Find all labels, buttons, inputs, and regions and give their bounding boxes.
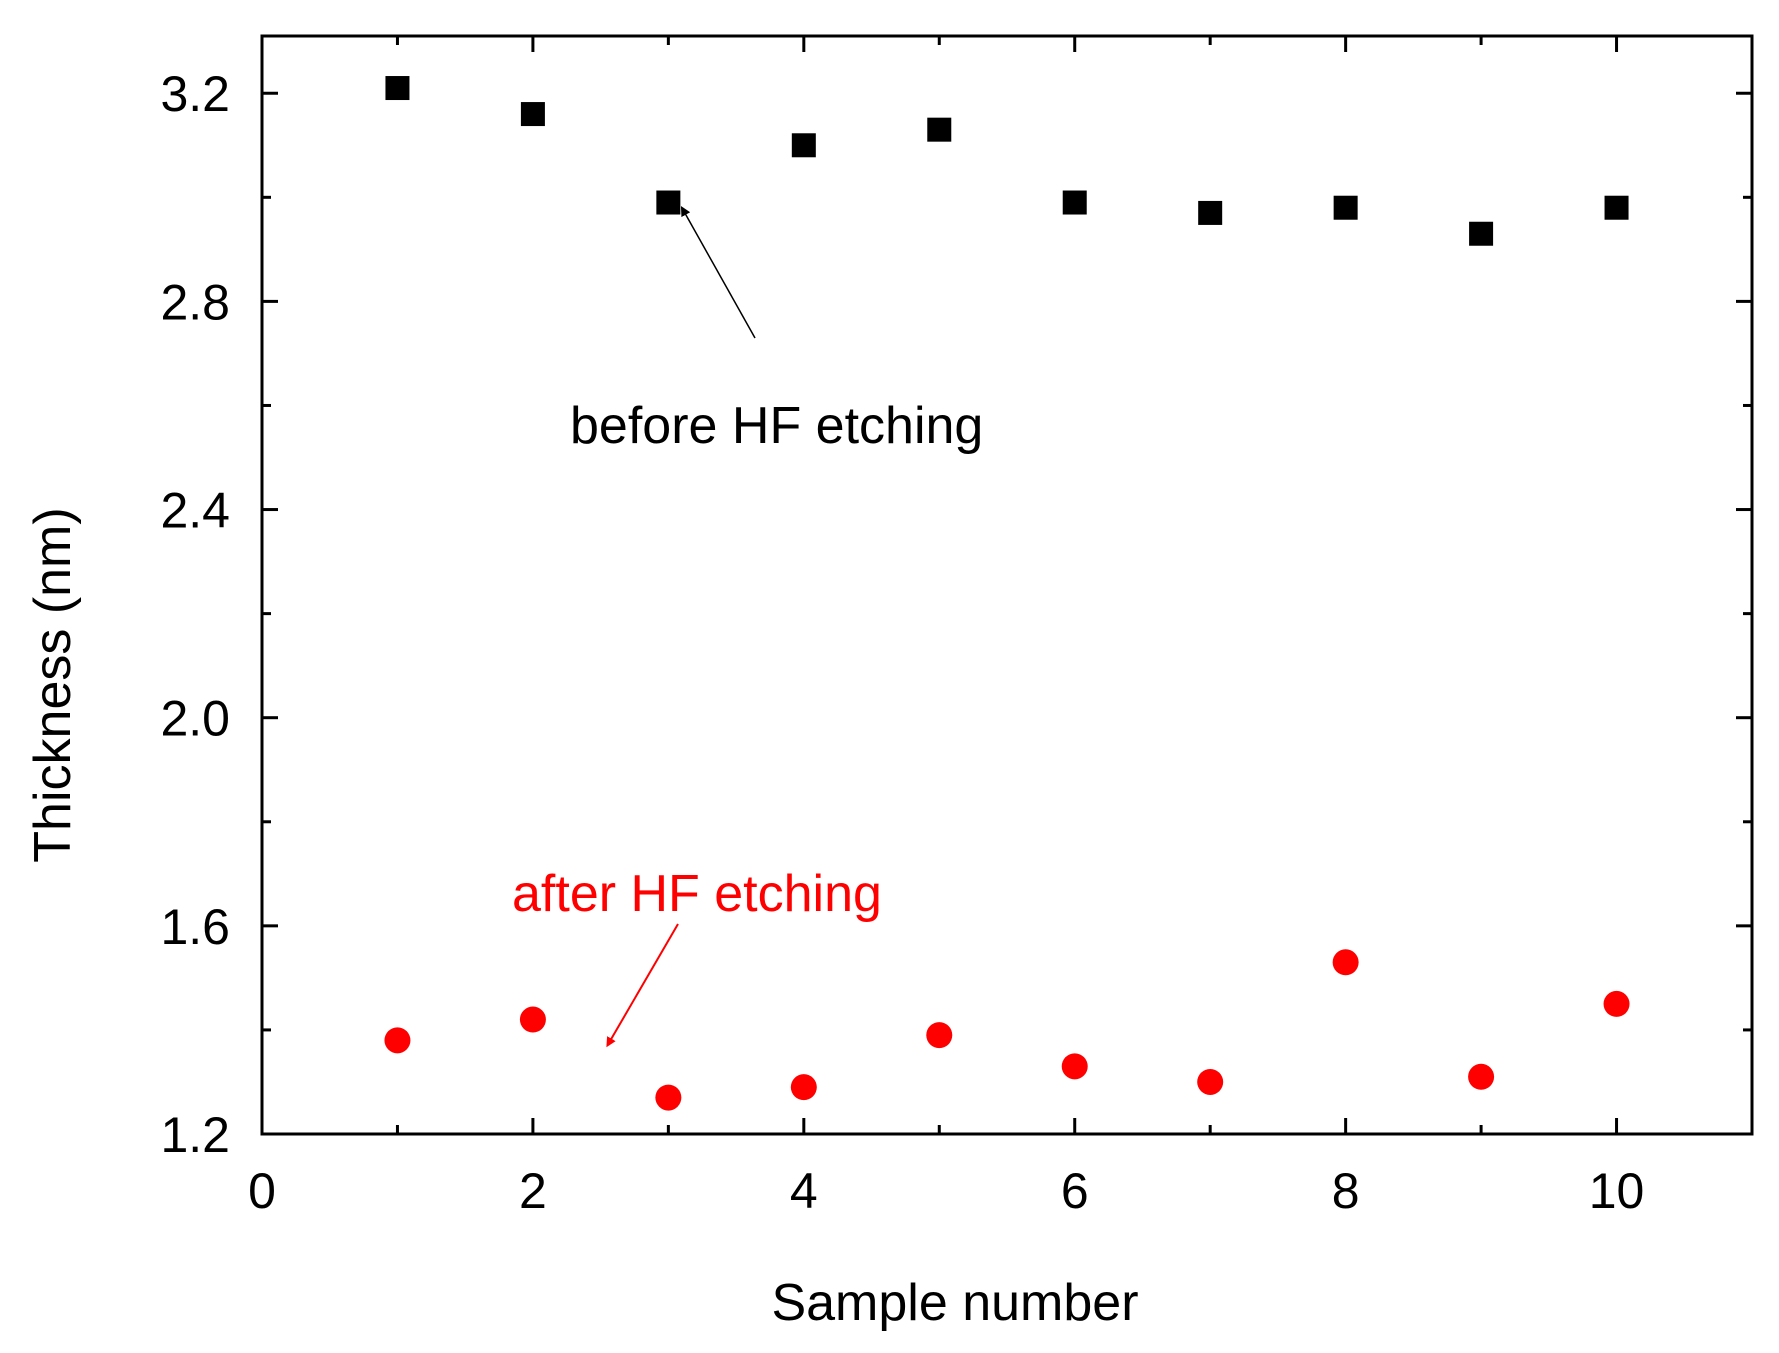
- annotation-after-arrow: [606, 923, 679, 1048]
- series-after-etching: [384, 949, 1630, 1111]
- y-axis-ticks: [262, 91, 1752, 1136]
- plot-frame: [260, 34, 1754, 1136]
- y-tick-label: 2.4: [160, 483, 230, 539]
- y-tick-label: 1.6: [160, 899, 230, 955]
- series-before-etching: [385, 76, 1629, 246]
- y-tick-label: 2.0: [160, 691, 230, 747]
- annotation-after-label: after HF etching: [512, 865, 882, 923]
- data-point-circle: [1332, 949, 1359, 976]
- data-point-square: [927, 117, 952, 142]
- data-point-circle: [790, 1074, 817, 1101]
- data-point-circle: [1197, 1068, 1224, 1095]
- y-axis-tick-labels: 1.2 1.6 2.0 2.4 2.8 3.2: [160, 66, 230, 1163]
- x-tick-label: 6: [1061, 1163, 1089, 1219]
- data-point-square: [1062, 190, 1087, 215]
- x-tick-label: 0: [248, 1163, 276, 1219]
- data-point-square: [520, 102, 545, 127]
- data-point-square: [1198, 200, 1223, 225]
- annotation-before-arrow: [680, 205, 756, 339]
- annotation-before-label: before HF etching: [570, 397, 983, 455]
- data-point-square: [1469, 221, 1494, 246]
- data-point-square: [1333, 195, 1358, 220]
- x-axis-tick-labels: 0 2 4 6 8 10: [248, 1163, 1644, 1219]
- data-point-square: [791, 133, 816, 158]
- data-point-square: [1604, 195, 1629, 220]
- x-tick-label: 2: [519, 1163, 547, 1219]
- x-tick-label: 8: [1332, 1163, 1360, 1219]
- data-point-circle: [655, 1084, 682, 1111]
- data-point-square: [656, 190, 681, 215]
- data-point-square: [385, 76, 410, 101]
- data-point-circle: [1603, 990, 1630, 1017]
- annotations: before HF etching after HF etching: [512, 205, 983, 1048]
- y-tick-label: 2.8: [160, 274, 230, 330]
- x-axis-ticks: [260, 36, 1754, 1134]
- x-tick-label: 4: [790, 1163, 818, 1219]
- data-point-circle: [926, 1022, 953, 1049]
- x-axis-title: Sample number: [771, 1274, 1138, 1332]
- y-tick-label: 1.2: [160, 1107, 230, 1163]
- data-point-circle: [1468, 1063, 1495, 1090]
- data-point-circle: [1061, 1053, 1088, 1080]
- x-tick-label: 10: [1589, 1163, 1645, 1219]
- y-axis-title: Thickness (nm): [24, 507, 82, 862]
- data-point-circle: [384, 1027, 411, 1054]
- y-tick-label: 3.2: [160, 66, 230, 122]
- data-point-circle: [519, 1006, 546, 1033]
